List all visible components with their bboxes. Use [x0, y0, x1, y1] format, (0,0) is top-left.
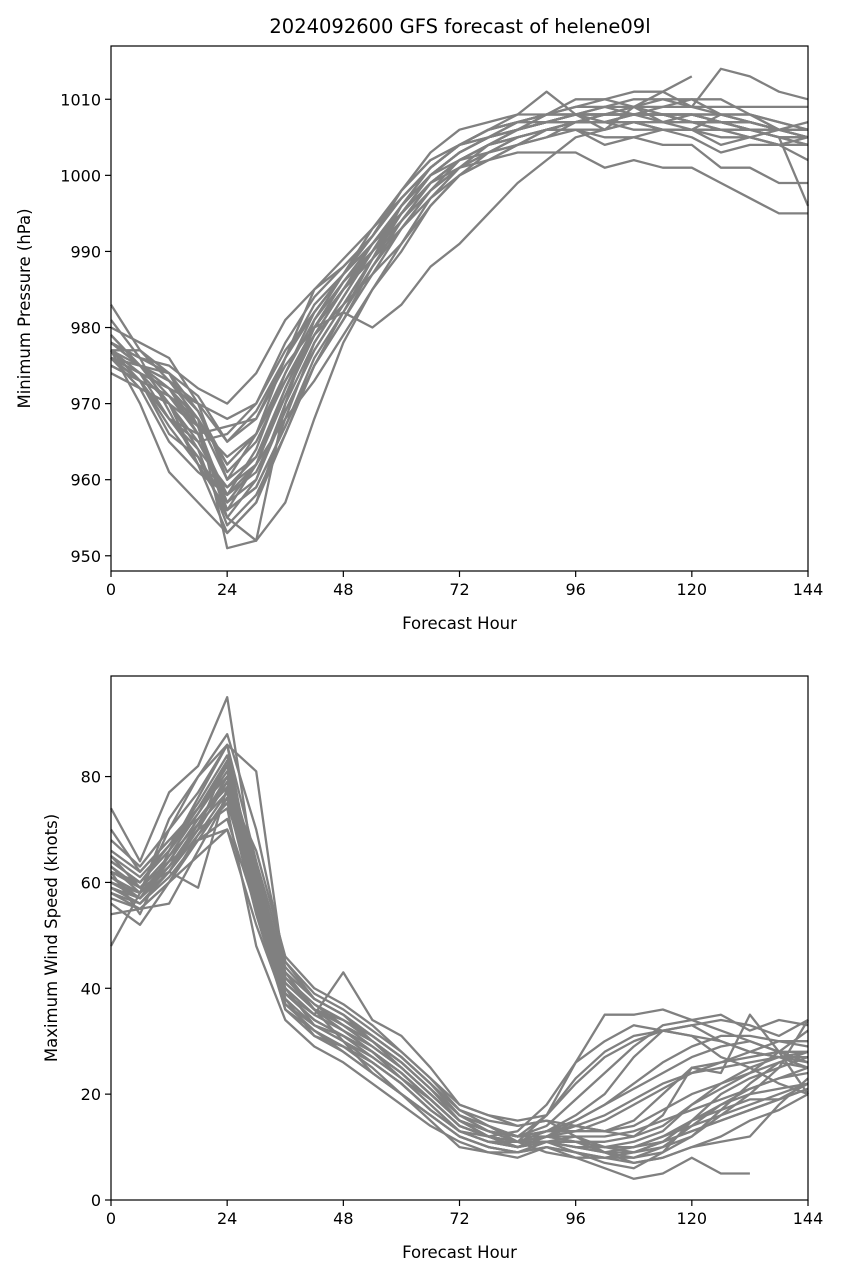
pressure-x-axis-label: Forecast Hour	[402, 614, 517, 633]
pressure-y-tick-label: 960	[70, 471, 101, 490]
pressure-y-tick-label: 950	[70, 547, 101, 566]
pressure-series-group	[109, 67, 810, 550]
pressure-x-tick-label: 72	[449, 580, 469, 599]
pressure-y-axis-label: Minimum Pressure (hPa)	[15, 208, 34, 408]
pressure-x-tick-label: 96	[565, 580, 585, 599]
pressure-y-tick-label: 990	[70, 242, 101, 261]
wind-series-group	[109, 696, 809, 1180]
wind-y-tick-label: 60	[81, 873, 101, 892]
wind-x-tick-label: 120	[677, 1209, 708, 1228]
wind-speed-chart: 0 24 48 72 96 120 144 0 20 40 60 80 Forecast Hour M…	[42, 675, 824, 1262]
wind-x-tick-label: 96	[565, 1209, 585, 1228]
pressure-x-tick-label: 120	[677, 580, 708, 599]
wind-x-tick-label: 0	[106, 1209, 116, 1228]
wind-series-line-18	[110, 743, 809, 1122]
wind-y-axis-label: Maximum Wind Speed (knots)	[42, 814, 61, 1062]
wind-series-line-28	[110, 801, 809, 1149]
pressure-y-tick-label: 1000	[60, 166, 101, 185]
wind-series-line-21	[110, 796, 809, 1165]
pressure-x-tick-label: 48	[333, 580, 353, 599]
wind-x-tick-label: 144	[793, 1209, 824, 1228]
pressure-series-line-27	[110, 113, 808, 474]
wind-x-tick-label: 24	[217, 1209, 237, 1228]
chart-title: 2024092600 GFS forecast of helene09l	[269, 15, 650, 38]
wind-x-axis-label: Forecast Hour	[402, 1243, 517, 1262]
pressure-chart: 2024092600 GFS forecast of helene09l 0 24…	[15, 15, 823, 633]
pressure-x-tick-label: 0	[106, 580, 116, 599]
pressure-plot-frame	[110, 45, 809, 572]
pressure-axis-ticks: 0 24 48 72 96 120 144 950 960 970 980 990 1000 1010	[60, 90, 823, 599]
wind-y-tick-label: 0	[91, 1191, 101, 1210]
pressure-x-tick-label: 144	[793, 580, 824, 599]
pressure-y-tick-label: 980	[70, 319, 101, 338]
pressure-y-tick-label: 970	[70, 395, 101, 414]
wind-y-tick-label: 80	[81, 768, 101, 787]
wind-x-tick-label: 48	[333, 1209, 353, 1228]
pressure-y-tick-label: 1010	[60, 90, 101, 109]
wind-y-tick-label: 20	[81, 1085, 101, 1104]
wind-y-tick-label: 40	[81, 979, 101, 998]
wind-axis-ticks: 0 24 48 72 96 120 144 0 20 40 60 80	[81, 768, 824, 1228]
wind-x-tick-label: 72	[449, 1209, 469, 1228]
pressure-series-line-28	[110, 113, 808, 519]
wind-plot-frame	[110, 675, 809, 1201]
wind-series-line-27	[110, 759, 809, 1138]
pressure-x-tick-label: 24	[217, 580, 237, 599]
